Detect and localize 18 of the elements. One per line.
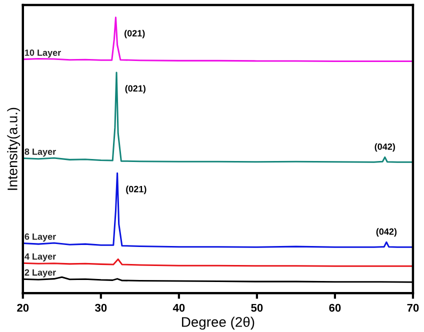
series-label: 4 Layer bbox=[24, 253, 56, 262]
series-label: 2 Layer bbox=[24, 269, 56, 278]
series-label: 8 Layer bbox=[24, 148, 56, 157]
annotation: (042) bbox=[376, 228, 397, 237]
annotation: (021) bbox=[124, 30, 145, 38]
series-label: 6 Layer bbox=[24, 233, 56, 242]
annotation: (021) bbox=[125, 85, 146, 94]
x-tick-label: 70 bbox=[407, 304, 419, 312]
x-axis-title: Degree (2θ) bbox=[182, 316, 254, 330]
annotation: (042) bbox=[374, 143, 395, 152]
annotation: (021) bbox=[126, 186, 146, 194]
series-label: 10 Layer bbox=[25, 49, 61, 58]
x-tick-label: 30 bbox=[94, 304, 107, 312]
x-tick-label: 60 bbox=[329, 304, 341, 312]
x-tick-label: 40 bbox=[172, 304, 185, 312]
y-axis-title: Intensity(a.u.) bbox=[7, 108, 20, 190]
x-tick-label: 20 bbox=[17, 304, 29, 312]
x-tick-label: 50 bbox=[251, 304, 263, 312]
